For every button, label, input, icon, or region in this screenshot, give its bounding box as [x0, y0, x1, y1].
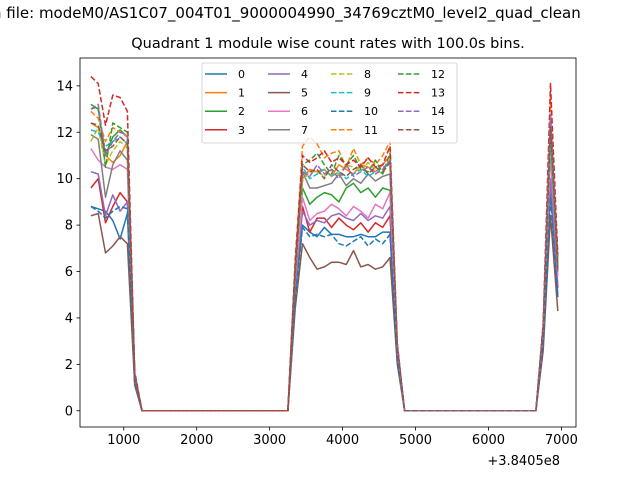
series-line-3 [90, 177, 559, 412]
y-tick-label: 8 [65, 219, 73, 234]
x-offset-label: +3.8405e8 [487, 454, 560, 469]
x-tick-label: 6000 [472, 433, 505, 448]
series-line-4 [90, 170, 559, 412]
legend-label-1: 1 [238, 87, 245, 100]
legend-label-13: 13 [431, 87, 445, 100]
y-tick-label: 14 [56, 79, 73, 94]
series-line-12 [90, 105, 559, 412]
legend-label-8: 8 [364, 68, 371, 81]
figure-suptitle: n file: modeM0/AS1C07_004T01_9000004990_… [0, 4, 581, 22]
x-tick-label: 3000 [253, 433, 286, 448]
legend-label-4: 4 [301, 68, 308, 81]
legend-label-3: 3 [238, 124, 245, 137]
x-tick-label: 2000 [180, 433, 213, 448]
y-tick-label: 4 [65, 311, 73, 326]
y-tick-label: 10 [56, 172, 73, 187]
series-line-14 [90, 103, 559, 412]
series-line-5 [90, 212, 559, 412]
legend-label-9: 9 [364, 87, 371, 100]
y-tick-label: 6 [65, 265, 73, 280]
legend-label-11: 11 [364, 124, 378, 137]
legend-label-14: 14 [431, 105, 445, 118]
legend-label-12: 12 [431, 68, 445, 81]
legend-label-2: 2 [238, 105, 245, 118]
x-tick-label: 7000 [545, 433, 578, 448]
y-tick-label: 2 [65, 358, 73, 373]
series-line-9 [90, 129, 559, 412]
legend-label-5: 5 [301, 87, 308, 100]
legend-label-6: 6 [301, 105, 308, 118]
x-tick-label: 5000 [399, 433, 432, 448]
series-line-15 [90, 122, 559, 412]
legend-box [201, 62, 458, 144]
series-line-10 [90, 196, 559, 412]
axes-frame [79, 57, 577, 428]
chart-title: Quadrant 1 module wise count rates with … [131, 36, 525, 52]
x-tick-label: 4000 [326, 433, 359, 448]
legend-label-0: 0 [238, 68, 245, 81]
x-tick-label: 1000 [107, 433, 140, 448]
legend-label-15: 15 [431, 124, 445, 137]
legend-label-10: 10 [364, 105, 378, 118]
y-tick-label: 0 [65, 404, 73, 419]
legend-label-7: 7 [301, 124, 308, 137]
y-tick-label: 12 [56, 126, 73, 141]
series-line-6 [90, 148, 559, 412]
